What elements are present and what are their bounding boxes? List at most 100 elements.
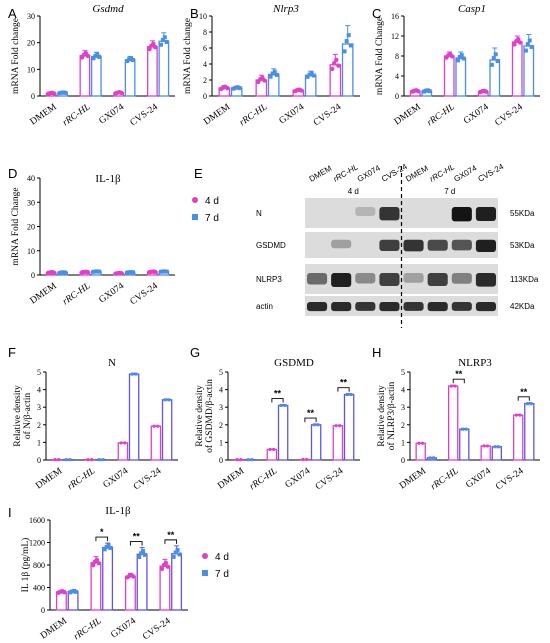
data-point-C-d4: [449, 54, 455, 59]
blot-band-actin: [451, 302, 472, 311]
y-axis-label-C: mRNA Fold Change: [375, 17, 385, 95]
data-point-I-d7: [173, 550, 178, 555]
blot-band-actin: [403, 302, 424, 311]
data-point-C-d4: [415, 88, 421, 94]
data-point-H-d7: [529, 402, 533, 406]
data-point-C-d7: [459, 53, 464, 58]
y-tick-label-F: 1: [37, 438, 41, 447]
category-label-D: DMEM: [29, 281, 59, 306]
data-point-H-d4: [518, 413, 522, 417]
data-point-G-d7: [246, 458, 250, 462]
data-point-F-d7: [101, 458, 105, 462]
data-point-C-d4: [512, 42, 517, 47]
data-point-C-d7: [525, 42, 530, 47]
y-tick-label-A: 10: [27, 65, 35, 74]
data-point-H-d7: [493, 445, 497, 449]
bar-F-d7: [62, 458, 74, 461]
category-label-B: CVS-24: [312, 102, 343, 128]
significance-bracket-I: [95, 536, 109, 542]
data-point-G-d7: [349, 393, 353, 397]
panel-letter-G: G: [190, 345, 200, 360]
data-point-B-d7: [270, 71, 275, 76]
data-point-D-d7: [97, 269, 102, 274]
significance-bracket-H: [452, 378, 465, 384]
data-point-G-d4: [301, 457, 305, 462]
data-point-C-d7: [495, 58, 500, 63]
legend-label-4d-I: 4 d: [215, 552, 229, 563]
blot-band-actin: [331, 302, 352, 312]
blot-band-GSDMD: [403, 239, 424, 252]
bar-H-d4: [447, 385, 459, 461]
data-point-H-d7: [497, 445, 501, 449]
blot-band-NLRP3: [331, 273, 352, 288]
legend-label-7d-D: 7 d: [205, 213, 219, 224]
blot-band-NLRP3: [403, 273, 424, 283]
bar-A-d7: [124, 59, 136, 97]
blot-kda-label-N: 55KDa: [510, 209, 535, 218]
data-point-I-d4: [94, 557, 100, 562]
y-tick-label-G: 4: [219, 386, 223, 395]
category-label-C: DMEM: [393, 102, 423, 127]
data-point-I-d7: [106, 543, 111, 548]
panel-letter-C: C: [372, 6, 381, 21]
data-point-A-d7: [95, 52, 100, 57]
data-point-H-d7: [525, 402, 529, 406]
data-point-F-d4: [119, 441, 123, 445]
data-point-I-d7: [139, 551, 144, 556]
data-point-G-d4: [338, 424, 342, 428]
bar-I-d4: [90, 562, 102, 611]
category-label-C: GX074: [462, 102, 491, 126]
data-point-B-d7: [342, 49, 347, 54]
y-tick-label-H: 2: [401, 421, 405, 430]
data-point-C-d7: [489, 62, 494, 67]
significance-bracket-H: [517, 396, 530, 401]
data-point-F-d7: [167, 398, 171, 402]
bar-F-d7: [161, 399, 173, 461]
y-tick-label-F: 5: [37, 368, 41, 377]
blot-band-GSDMD: [427, 239, 448, 251]
blot-lane-label: CVS-24: [476, 162, 505, 184]
bar-C-d7: [455, 57, 467, 97]
blot-row-label-NLRP3: NLRP3: [256, 275, 282, 284]
data-point-G-d7: [312, 423, 316, 427]
category-label-C: CVS-24: [493, 102, 524, 128]
legend-marker-4d-I: [202, 553, 208, 559]
category-label-H: GX074: [464, 466, 493, 490]
data-point-G-d4: [235, 458, 239, 462]
bar-F-d4: [84, 458, 96, 461]
panel-letter-F: F: [8, 345, 16, 360]
data-point-A-d7: [130, 57, 135, 62]
blot-band-N: [355, 207, 376, 216]
y-axis-label-G: Relative density: [195, 385, 205, 447]
category-label-I: DMEM: [39, 616, 69, 641]
chart-title-C: Casp1: [458, 3, 486, 15]
data-point-B-d7: [344, 39, 349, 44]
panel-letter-I: I: [8, 505, 12, 520]
category-label-I: CVS-24: [141, 616, 172, 642]
blot-band-GSDMD: [331, 239, 352, 249]
data-point-C-d4: [483, 89, 489, 94]
data-point-F-d7: [163, 398, 167, 402]
significance-bracket-G: [337, 387, 350, 392]
bar-G-d7: [310, 424, 322, 461]
data-point-F-d7: [97, 458, 101, 462]
bar-F-d7: [128, 373, 140, 461]
blot-band-N: [451, 207, 472, 222]
blot-band-actin: [427, 302, 448, 312]
bar-I-d7: [67, 591, 79, 611]
panel-letter-A: A: [8, 6, 17, 21]
blot-lane-label: GX074: [356, 163, 383, 184]
blot-band-actin: [307, 302, 328, 312]
bar-I-d7: [171, 553, 183, 611]
bar-H-d4: [415, 442, 426, 461]
data-point-B-d7: [307, 72, 312, 77]
data-point-H-d4: [453, 384, 457, 388]
data-point-G-d7: [250, 458, 254, 462]
data-point-I-d4: [131, 574, 136, 579]
category-label-F: DMEM: [34, 466, 64, 491]
y-tick-label-H: 1: [401, 438, 405, 447]
blot-lane-label: CVS-24: [380, 162, 409, 184]
blot-band-NLRP3: [379, 273, 400, 286]
data-point-D-d4: [51, 270, 57, 275]
y-tick-label-B: 6: [203, 44, 207, 53]
